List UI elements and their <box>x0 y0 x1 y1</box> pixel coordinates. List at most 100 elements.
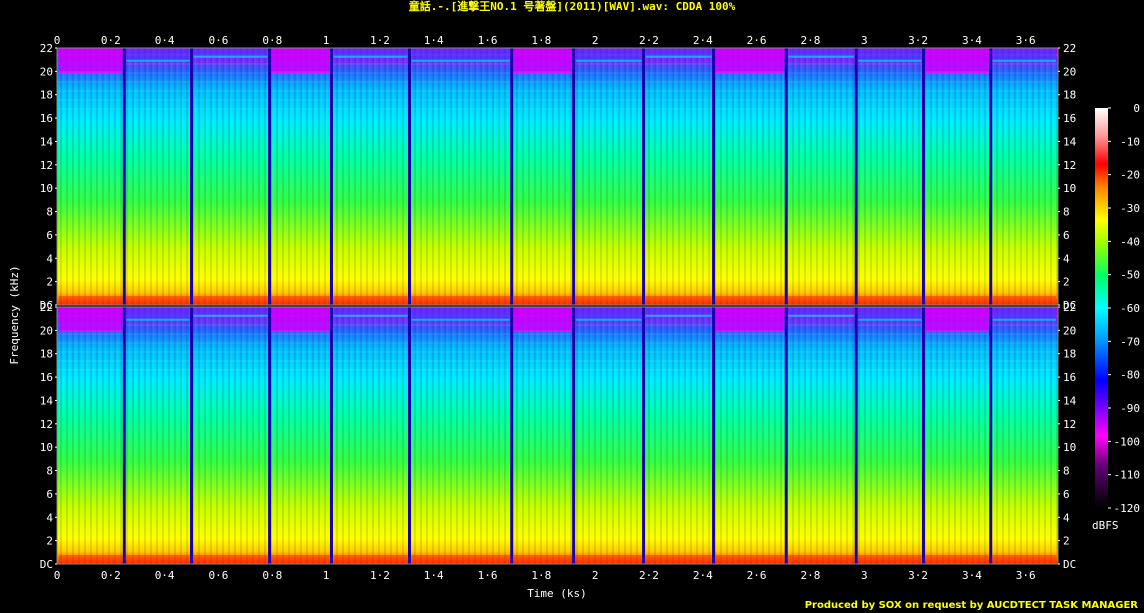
colorbar-tick: -80 <box>1120 369 1140 382</box>
track-gap <box>784 307 788 564</box>
y-tick-right: 12 <box>1063 159 1076 172</box>
x-tick-bottom: 0 <box>54 569 61 582</box>
chart-title: 童話.-.[進撃王NO.1 号著盤](2011)[WAV].wav: CDDA … <box>408 0 736 13</box>
track-gap <box>784 48 788 305</box>
track-bass-band <box>788 296 855 303</box>
x-tick-top: 3·4 <box>962 34 982 47</box>
track-bass-band <box>925 296 989 303</box>
y-tick-right: DC <box>1063 299 1076 312</box>
track-bass-band <box>513 555 572 562</box>
y-tick-right: 8 <box>1063 465 1070 478</box>
track-cutoff-line <box>575 318 642 321</box>
track-bass-band <box>575 296 642 303</box>
y-tick-right: 8 <box>1063 206 1070 219</box>
y-tick-left: 4 <box>46 252 53 265</box>
colorbar-tick: -10 <box>1120 135 1140 148</box>
track-cutoff-line <box>925 71 989 74</box>
y-tick-left: 14 <box>40 394 54 407</box>
y-tick-right: 20 <box>1063 324 1076 337</box>
x-tick-top: 1·6 <box>478 34 498 47</box>
y-tick-right: 20 <box>1063 65 1076 78</box>
x-tick-bottom: 2·4 <box>693 569 713 582</box>
track-bass-band <box>925 555 989 562</box>
track-cutoff-line <box>333 314 408 317</box>
colorbar-tick: -40 <box>1120 235 1140 248</box>
x-tick-bottom: 1·4 <box>424 569 444 582</box>
track-highband <box>411 48 510 60</box>
track-cutoff-line <box>271 330 330 333</box>
track-bass-band <box>715 296 785 303</box>
track-cutoff-line <box>715 330 785 333</box>
x-tick-bottom: 1·6 <box>478 569 498 582</box>
colorbar-tick: -20 <box>1120 169 1140 182</box>
track-highband <box>925 307 989 331</box>
x-tick-top: 2·8 <box>801 34 821 47</box>
track-highband <box>513 48 572 72</box>
x-tick-bottom: 3 <box>861 569 868 582</box>
track-bass-band <box>271 555 330 562</box>
track-cutoff-line <box>992 318 1056 321</box>
track-bass-band <box>858 296 922 303</box>
y-tick-left: 4 <box>46 511 53 524</box>
track-highband <box>715 48 785 72</box>
track-gap <box>921 48 925 305</box>
track-highband <box>59 48 123 72</box>
y-tick-left: 10 <box>40 441 53 454</box>
x-tick-top: 1·2 <box>370 34 390 47</box>
track-highband <box>645 48 712 56</box>
y-tick-right: 16 <box>1063 371 1076 384</box>
x-tick-bottom: 0·8 <box>262 569 282 582</box>
y-tick-right: 16 <box>1063 112 1076 125</box>
y-tick-right: 12 <box>1063 418 1076 431</box>
y-tick-left: 18 <box>40 348 53 361</box>
track-cutoff-line <box>411 59 510 62</box>
colorbar-unit-label: dBFS <box>1092 519 1119 532</box>
track-highband <box>333 48 408 56</box>
track-highband <box>788 307 855 315</box>
y-tick-left: 22 <box>40 301 53 314</box>
x-tick-bottom: 3·2 <box>908 569 928 582</box>
track-bass-band <box>59 555 123 562</box>
x-tick-bottom: 3·4 <box>962 569 982 582</box>
track-gap <box>642 48 646 305</box>
track-highband <box>271 307 330 331</box>
track-cutoff-line <box>193 55 268 58</box>
track-cutoff-line <box>271 71 330 74</box>
y-tick-left: 20 <box>40 324 53 337</box>
track-bass-band <box>333 296 408 303</box>
y-tick-right: 10 <box>1063 182 1076 195</box>
track-gap <box>642 307 646 564</box>
x-tick-top: 1·4 <box>424 34 444 47</box>
track-gap <box>408 48 412 305</box>
track-cutoff-line <box>411 318 510 321</box>
track-bass-band <box>193 555 268 562</box>
y-tick-right: 6 <box>1063 229 1070 242</box>
track-highband <box>59 307 123 331</box>
track-gap <box>921 307 925 564</box>
track-gap <box>854 48 858 305</box>
colorbar-tick: -100 <box>1114 435 1141 448</box>
x-axis-label: Time (ks) <box>527 587 587 600</box>
x-tick-bottom: 0·4 <box>155 569 175 582</box>
colorbar-tick: -90 <box>1120 402 1140 415</box>
colorbar-tick: -110 <box>1114 469 1141 482</box>
y-tick-right: 22 <box>1063 301 1076 314</box>
track-bass-band <box>992 555 1056 562</box>
track-cutoff-line <box>788 314 855 317</box>
track-highband <box>513 307 572 331</box>
track-gap <box>510 48 514 305</box>
x-tick-bottom: 3·6 <box>1016 569 1036 582</box>
track-gap <box>712 48 716 305</box>
y-tick-left: 12 <box>40 418 53 431</box>
y-tick-left: 16 <box>40 112 53 125</box>
track-bass-band <box>126 296 190 303</box>
track-bass-band <box>715 555 785 562</box>
track-highband <box>193 307 268 315</box>
track-gap <box>408 307 412 564</box>
track-bass-band <box>59 296 123 303</box>
track-highband <box>193 48 268 56</box>
track-gap <box>329 307 333 564</box>
y-tick-right: 18 <box>1063 348 1076 361</box>
track-gap <box>268 48 272 305</box>
